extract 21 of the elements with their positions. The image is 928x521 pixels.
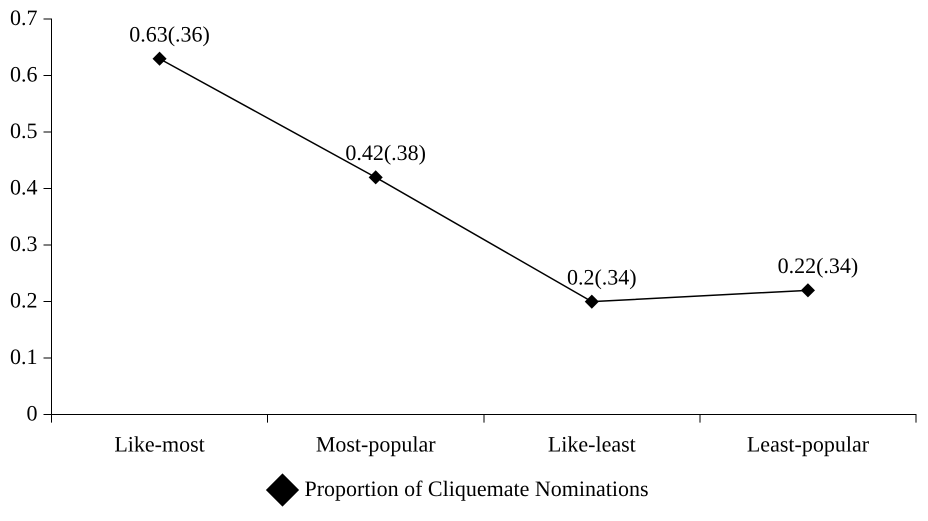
point (152, 52, 166, 66)
point (368, 170, 382, 184)
y-tick-label: 0.1 (10, 344, 38, 369)
x-tick-label: Like-least (548, 432, 636, 457)
data-label: 0.22(.34) (778, 253, 858, 278)
y-tick-label: 0.2 (10, 287, 38, 312)
data-label: 0.63(.36) (129, 22, 210, 47)
y-tick-label: 0.5 (10, 118, 38, 143)
x-tick-label: Least-popular (746, 432, 870, 457)
y-tick-label: 0.4 (10, 174, 38, 200)
point (801, 284, 815, 298)
data-label: 0.42(.38) (345, 140, 426, 166)
x-tick-label: Most-popular (316, 432, 436, 457)
y-tick-label: 0.3 (10, 230, 38, 256)
y-tick-label: 0.7 (10, 4, 38, 30)
data-label: 0.2(.34) (566, 264, 637, 290)
x-tick-label: Like-most (114, 432, 205, 457)
y-tick-label: 0.6 (10, 61, 38, 86)
point (585, 294, 599, 308)
legend-label: Proportion of Cliquemate Nominations (304, 476, 649, 501)
y-tick-label: 0 (26, 400, 38, 426)
